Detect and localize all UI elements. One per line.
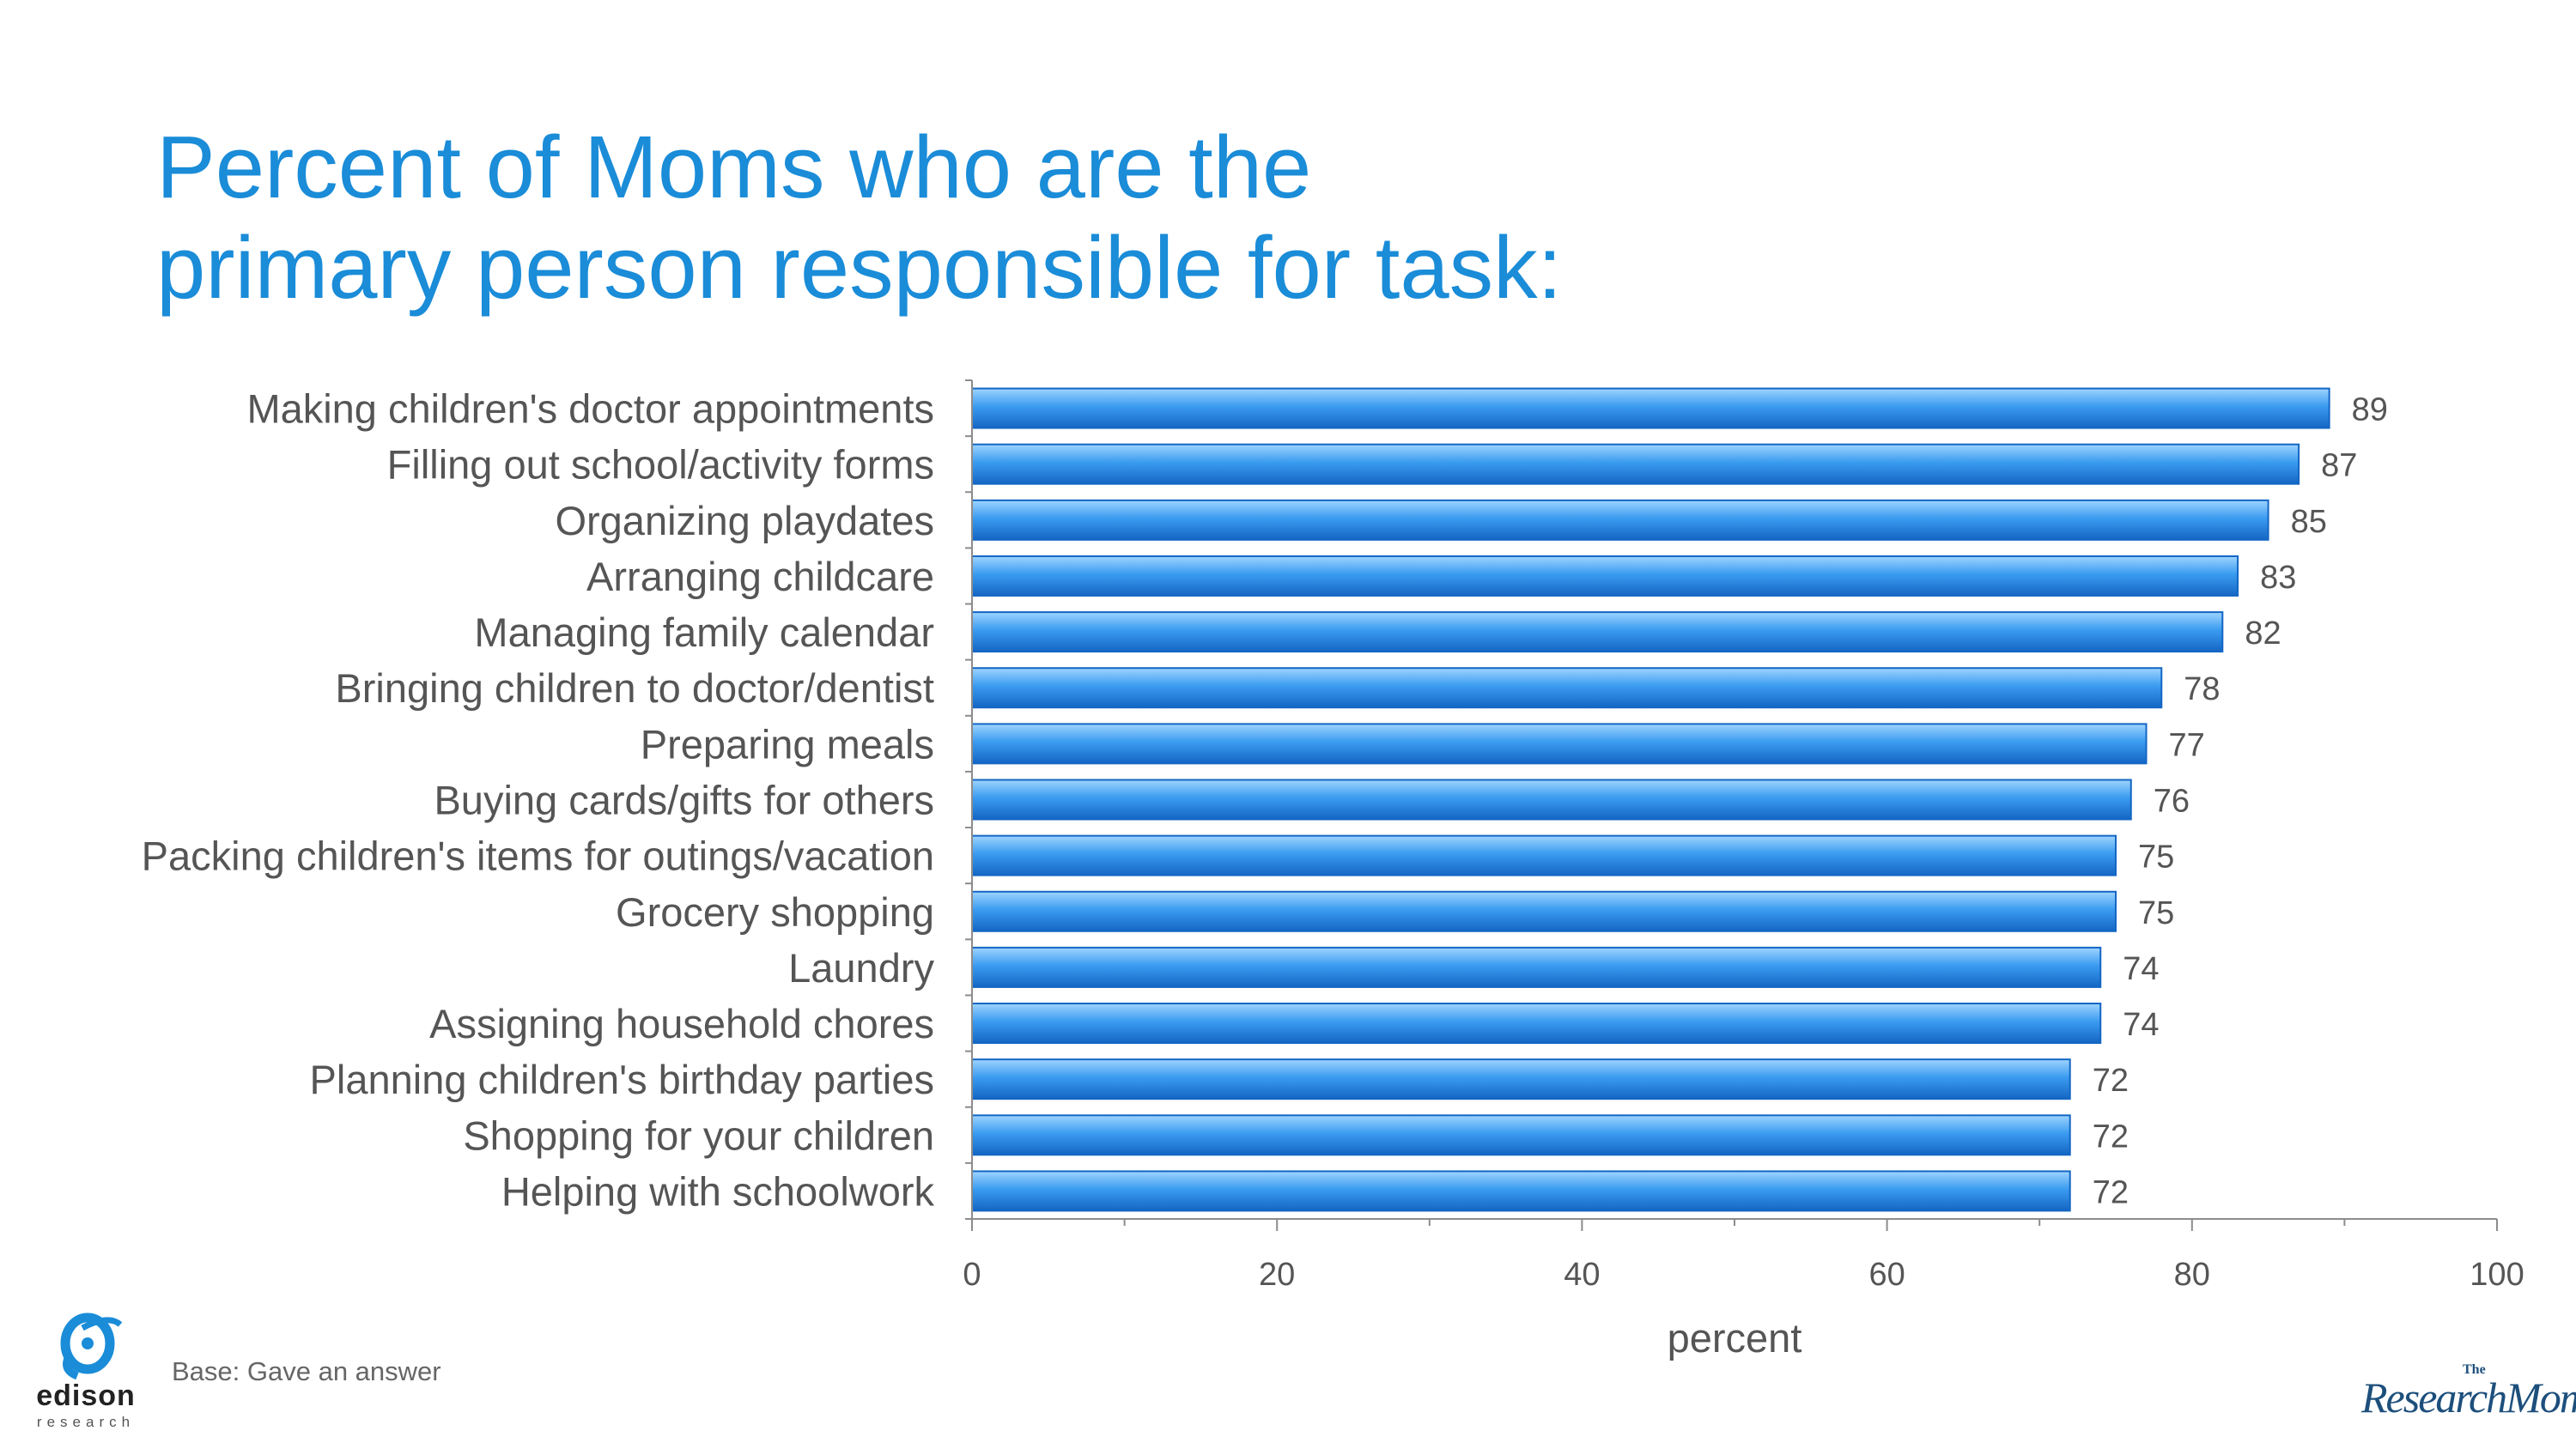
value-label: 72 — [2093, 1119, 2129, 1155]
category-label: Preparing meals — [641, 721, 934, 767]
value-label: 74 — [2123, 951, 2159, 987]
bar — [971, 1058, 2071, 1100]
category-label: Buying cards/gifts for others — [434, 778, 934, 823]
bar — [971, 946, 2102, 988]
research-moms-logo-the: The — [2463, 1362, 2486, 1377]
bar — [971, 1170, 2071, 1212]
bar — [971, 890, 2117, 932]
category-label: Making children's doctor appointments — [246, 386, 934, 432]
bar — [971, 667, 2163, 709]
base-footnote: Base: Gave an answer — [172, 1356, 441, 1386]
x-tick-label: 100 — [2470, 1257, 2524, 1293]
edison-logo-word: edison — [36, 1379, 136, 1412]
chart-title-line-1: Percent of Moms who are the — [156, 118, 1312, 216]
chart-title-line-2: primary person responsible for task: — [156, 218, 1563, 317]
value-label: 77 — [2169, 727, 2205, 763]
x-tick-label: 80 — [2174, 1257, 2210, 1293]
category-label: Planning children's birthday parties — [310, 1057, 934, 1102]
edison-logo-subword: research — [36, 1414, 136, 1430]
x-tick-label: 40 — [1564, 1257, 1600, 1293]
x-tick-label: 20 — [1259, 1257, 1295, 1293]
value-label: 87 — [2321, 448, 2357, 484]
category-label: Laundry — [788, 945, 934, 991]
x-tick-label: 0 — [963, 1257, 981, 1293]
x-axis: 0 20 40 60 80 100 — [963, 379, 2524, 1293]
value-label: 74 — [2123, 1007, 2159, 1043]
category-label: Managing family calendar — [474, 609, 934, 655]
research-moms-logo-word: ResearchMoms — [2361, 1373, 2576, 1422]
category-label: Grocery shopping — [616, 889, 934, 935]
value-label: 82 — [2245, 615, 2281, 652]
bar-series — [971, 387, 2330, 1212]
value-label: 78 — [2184, 671, 2220, 707]
edison-research-logo: edison research — [26, 1309, 146, 1438]
value-label: 85 — [2291, 504, 2327, 540]
bar — [971, 723, 2148, 765]
value-label: 83 — [2260, 560, 2296, 596]
value-label: 72 — [2093, 1174, 2129, 1210]
bar — [971, 1114, 2071, 1156]
bar — [971, 555, 2239, 597]
x-tick-label: 60 — [1868, 1257, 1905, 1293]
category-label: Filling out school/activity forms — [387, 442, 934, 488]
category-label: Assigning household chores — [429, 1001, 934, 1046]
x-axis-title: percent — [1668, 1315, 1802, 1361]
bar — [971, 611, 2224, 653]
value-label: 76 — [2154, 784, 2190, 820]
value-label: 89 — [2352, 392, 2388, 428]
category-labels: Making children's doctor appointments Fil… — [142, 386, 935, 1215]
bar — [971, 779, 2132, 821]
category-label: Helping with schoolwork — [501, 1168, 935, 1214]
value-label: 75 — [2138, 840, 2174, 876]
category-label: Bringing children to doctor/dentist — [335, 665, 934, 711]
research-moms-logo: The ResearchMoms — [2361, 1361, 2576, 1429]
category-label: Organizing playdates — [555, 498, 934, 543]
value-labels: 89 87 85 83 82 78 77 76 75 75 74 74 72 72 72 — [2093, 392, 2388, 1211]
edison-bulb-icon — [60, 1313, 123, 1380]
bar — [971, 499, 2269, 541]
category-label: Arranging childcare — [586, 554, 934, 599]
category-label: Packing children's items for outings/vac… — [142, 834, 934, 879]
bar — [971, 443, 2300, 485]
value-label: 72 — [2093, 1063, 2129, 1099]
bar — [971, 387, 2330, 429]
category-label: Shopping for your children — [463, 1113, 934, 1158]
bar — [971, 834, 2117, 876]
value-label: 75 — [2138, 895, 2174, 931]
bar — [971, 1003, 2102, 1045]
